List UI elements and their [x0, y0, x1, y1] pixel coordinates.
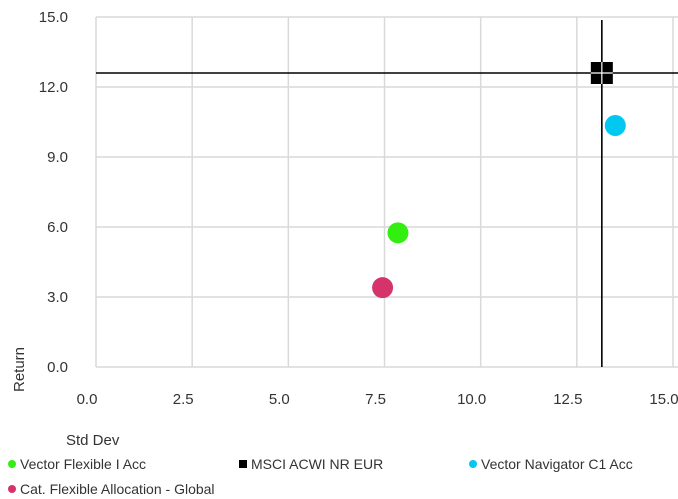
legend-label: MSCI ACWI NR EUR — [251, 456, 384, 472]
y-tick-label: 3.0 — [47, 289, 68, 306]
x-tick-labels: 0.0 2.5 5.0 7.5 10.0 12.5 15.0 — [77, 391, 678, 408]
x-tick-label: 15.0 — [649, 391, 678, 408]
grid-lines — [95, 16, 678, 368]
legend-item-cat-flexible: Cat. Flexible Allocation - Global — [8, 481, 215, 497]
x-tick-label: 5.0 — [269, 391, 290, 408]
y-tick-label: 6.0 — [47, 219, 68, 236]
legend-label: Cat. Flexible Allocation - Global — [20, 481, 215, 497]
x-tick-label: 2.5 — [173, 391, 194, 408]
y-tick-label: 0.0 — [47, 359, 68, 376]
black-square-icon — [239, 460, 247, 468]
data-points — [372, 62, 626, 299]
y-axis-label: Return — [11, 347, 28, 392]
y-tick-label: 9.0 — [47, 149, 68, 166]
pink-circle-icon — [8, 485, 16, 493]
point-circle — [604, 115, 626, 136]
y-tick-label: 12.0 — [39, 79, 68, 96]
benchmark-crosshair — [96, 20, 678, 367]
blue-circle-icon — [469, 460, 477, 468]
x-tick-label: 12.5 — [553, 391, 582, 408]
green-circle-icon — [8, 460, 16, 468]
legend-label: Vector Navigator C1 Acc — [481, 456, 633, 472]
point-circle — [372, 277, 394, 299]
point-circle — [387, 222, 409, 244]
legend-label: Vector Flexible I Acc — [20, 456, 147, 472]
y-tick-label: 15.0 — [39, 9, 68, 26]
x-tick-label: 7.5 — [365, 391, 386, 408]
legend-item-msci-acwi: MSCI ACWI NR EUR — [239, 456, 383, 472]
x-tick-label: 10.0 — [457, 391, 486, 408]
x-axis-label: Std Dev — [66, 432, 120, 449]
scatter-chart: 0.0 2.5 5.0 7.5 10.0 12.5 15.0 0.0 3.0 6.0 9.0 12.… — [11, 9, 678, 449]
y-tick-labels: 0.0 3.0 6.0 9.0 12.0 15.0 — [39, 9, 68, 376]
x-tick-label: 0.0 — [77, 391, 98, 408]
legend-item-vector-flexible: Vector Flexible I Acc — [8, 456, 146, 472]
legend-item-vector-navigator: Vector Navigator C1 Acc — [469, 456, 633, 472]
